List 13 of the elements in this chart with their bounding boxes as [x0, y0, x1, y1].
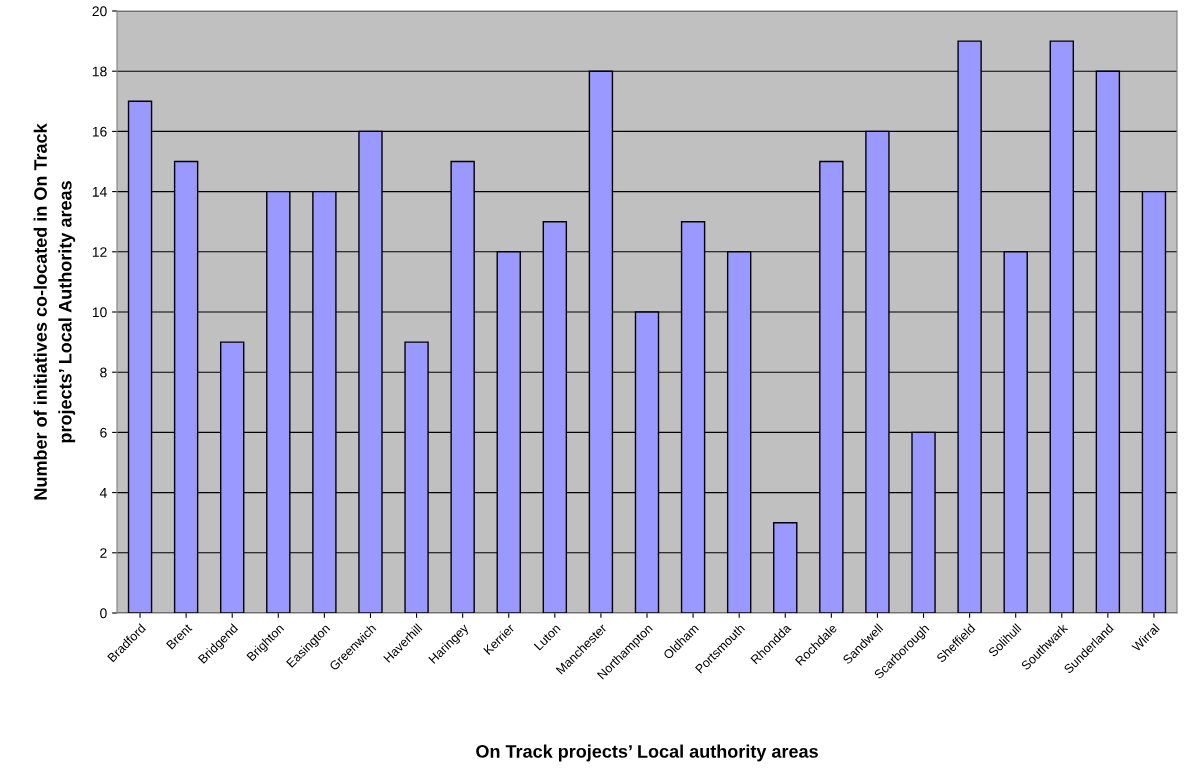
x-axis-title: On Track projects’ Local authority areas [476, 744, 818, 762]
y-tick-label: 10 [92, 307, 107, 318]
y-tick-label: 2 [100, 548, 107, 558]
y-tick-label: 6 [100, 427, 107, 438]
y-tick-label: 4 [99, 488, 107, 498]
y-tick-label: 20 [92, 6, 107, 17]
y-tick-label: 12 [92, 247, 107, 257]
y-tick-label: 18 [92, 66, 107, 77]
y-tick-label: 14 [92, 187, 107, 197]
y-tick-label: 0 [100, 608, 107, 619]
y-tick-label: 8 [100, 367, 107, 378]
y-tick-label: 16 [92, 126, 107, 137]
y-axis-title: Number of initiatives co-located in On Track projects’ Local Authority areas [33, 123, 76, 500]
